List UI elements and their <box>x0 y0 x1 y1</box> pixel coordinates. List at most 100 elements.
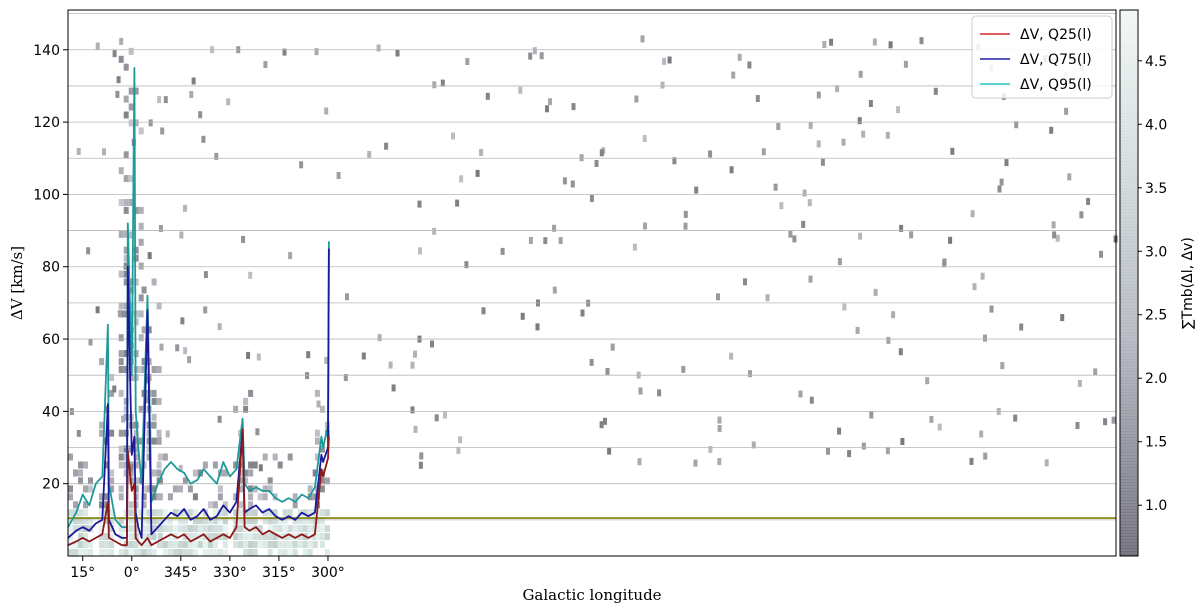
heatmap-cell <box>76 148 81 155</box>
heatmap-cell <box>248 517 254 525</box>
heatmap-cell <box>262 509 268 517</box>
heatmap-cell <box>123 270 129 278</box>
heatmap-cell <box>202 525 208 533</box>
heatmap-cell <box>157 541 163 548</box>
heatmap-cell <box>632 243 637 251</box>
heatmap-cell <box>747 61 752 69</box>
heatmap-cell <box>151 413 157 421</box>
heatmap-cell <box>314 453 320 461</box>
heatmap-cell <box>729 352 734 360</box>
heatmap-cell <box>808 121 813 129</box>
heatmap-cell <box>972 283 977 291</box>
heatmap-cell <box>151 366 157 373</box>
heatmap-cell <box>112 385 117 393</box>
heatmap-cell <box>68 517 73 525</box>
heatmap-cell <box>257 493 263 501</box>
heatmap-cell <box>123 397 129 405</box>
heatmap-cell <box>112 50 117 58</box>
heatmap-cell <box>464 261 469 269</box>
heatmap-cell <box>599 149 604 157</box>
heatmap-cell <box>319 405 325 413</box>
heatmap-cell <box>123 206 129 214</box>
heatmap-cell <box>73 469 78 477</box>
heatmap-cell <box>594 160 599 167</box>
heatmap-cell <box>141 493 147 501</box>
heatmap-cell <box>238 477 244 485</box>
heatmap-cell <box>314 429 320 437</box>
heatmap-cell <box>189 91 194 98</box>
heatmap-cell <box>104 549 110 556</box>
heatmap-cell <box>167 493 173 501</box>
heatmap-cell <box>282 48 287 56</box>
heatmap-cell <box>156 366 162 373</box>
heatmap-cell <box>681 365 686 373</box>
heatmap-cell <box>151 397 157 405</box>
heatmap-cell <box>297 541 303 548</box>
heatmap-cell <box>203 271 208 279</box>
heatmap-cell <box>68 525 73 533</box>
heatmap-cell <box>570 180 575 188</box>
heatmap-cell <box>297 517 303 525</box>
heatmap-cell <box>118 350 124 358</box>
heatmap-cell <box>128 175 134 183</box>
heatmap-cell <box>662 57 667 65</box>
heatmap-cell <box>307 493 313 501</box>
heatmap-cell <box>177 541 183 548</box>
heatmap-cell <box>182 549 188 556</box>
heatmap-cell <box>141 485 147 493</box>
heatmap-cell <box>256 353 261 361</box>
heatmap-cell <box>128 47 134 55</box>
heatmap-cell <box>248 389 254 397</box>
heatmap-cell <box>118 493 124 501</box>
heatmap-cell <box>248 493 254 501</box>
heatmap-cell <box>243 477 249 485</box>
heatmap-cell <box>319 485 325 493</box>
heatmap-cell <box>316 400 321 408</box>
heatmap-cell <box>109 517 115 525</box>
heatmap-cell <box>898 348 903 356</box>
heatmap-cell <box>207 533 213 541</box>
heatmap-cell <box>129 464 134 472</box>
heatmap-cell <box>162 549 168 556</box>
heatmap-cell <box>252 541 258 548</box>
heatmap-cell <box>128 286 134 294</box>
heatmap-cell <box>192 493 198 501</box>
heatmap-cell <box>138 238 144 246</box>
heatmap-cell <box>233 517 239 525</box>
heatmap-cell <box>109 541 115 548</box>
heatmap-cell <box>776 123 781 130</box>
heatmap-cell <box>141 549 147 556</box>
heatmap-cell <box>138 405 144 413</box>
heatmap-cell <box>248 509 254 517</box>
heatmap-cell <box>343 374 348 381</box>
y-tick-label: 100 <box>33 187 60 203</box>
heatmap-cell <box>248 501 254 509</box>
heatmap-cell <box>755 95 760 102</box>
heatmap-cell <box>133 485 139 493</box>
heatmap-cell <box>779 202 784 210</box>
heatmap-cell <box>717 425 722 432</box>
heatmap-cell <box>128 525 134 533</box>
heatmap-cell <box>180 317 185 325</box>
heatmap-cell <box>299 161 304 169</box>
heatmap-cell <box>919 37 924 45</box>
heatmap-cell <box>388 361 393 369</box>
heatmap-cell <box>238 525 244 533</box>
heatmap-cell <box>417 200 422 208</box>
heatmap-cell <box>172 485 178 493</box>
heatmap-cell <box>123 366 129 373</box>
heatmap-cell <box>128 310 134 318</box>
heatmap-cell <box>104 461 110 469</box>
heatmap-cell <box>197 541 203 548</box>
heatmap-cell <box>252 525 258 533</box>
heatmap-cell <box>88 549 93 556</box>
colorbar-tick-label: 2.5 <box>1145 308 1167 324</box>
heatmap-cell <box>885 131 890 139</box>
heatmap-cell <box>156 302 162 310</box>
heatmap-cell <box>888 41 893 49</box>
heatmap-cell <box>156 429 162 437</box>
heatmap-cell <box>432 227 437 235</box>
heatmap-cell <box>146 549 152 556</box>
heatmap-cell <box>138 549 144 556</box>
heatmap-cell <box>172 525 178 533</box>
